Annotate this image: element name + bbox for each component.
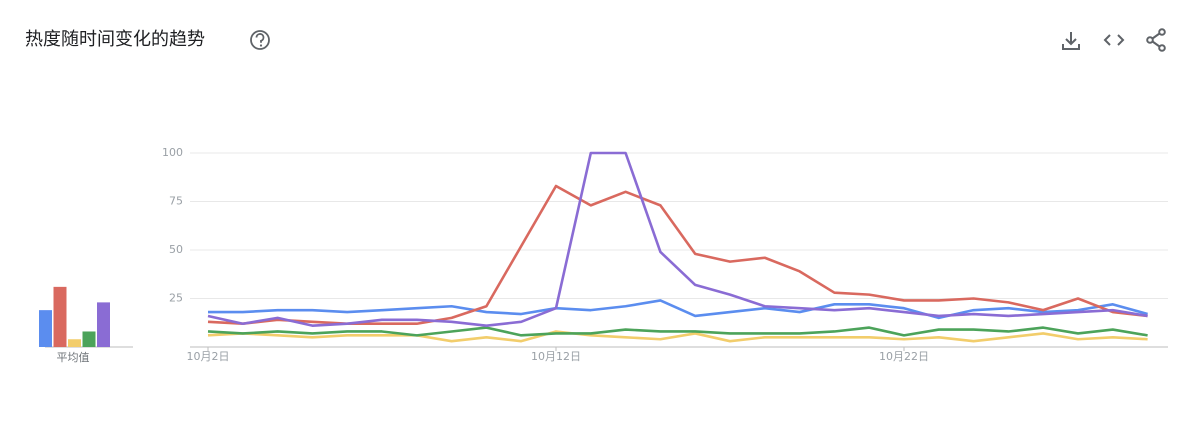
download-button[interactable] <box>1062 32 1080 50</box>
average-bar <box>39 310 52 347</box>
embed-button[interactable] <box>1103 34 1125 46</box>
y-tick-label: 25 <box>169 292 183 305</box>
x-tick-label: 10月22日 <box>879 350 929 363</box>
help-icon[interactable] <box>250 30 270 50</box>
series-line <box>207 330 1148 343</box>
series-line <box>207 326 1148 337</box>
x-tick-label: 10月2日 <box>187 350 230 363</box>
series-line <box>207 184 1148 326</box>
chart-title: 热度随时间变化的趋势 <box>25 29 205 50</box>
y-tick-label: 75 <box>169 195 183 208</box>
y-tick-label: 100 <box>162 146 183 159</box>
series-line <box>207 151 1148 327</box>
x-tick-label: 10月12日 <box>531 350 581 363</box>
average-bar <box>97 302 110 347</box>
average-label: 平均值 <box>57 351 90 364</box>
average-bar <box>68 339 81 347</box>
y-tick-label: 50 <box>169 243 183 256</box>
share-button[interactable] <box>1146 28 1166 52</box>
average-bar <box>82 331 96 347</box>
series-line <box>208 299 1148 320</box>
average-bar <box>53 286 67 347</box>
